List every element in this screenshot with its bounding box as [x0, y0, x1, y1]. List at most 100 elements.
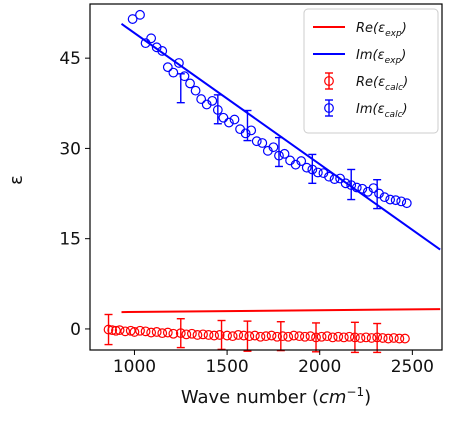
data-point	[246, 125, 257, 136]
data-point	[394, 333, 405, 344]
data-point	[257, 138, 268, 148]
data-point	[135, 325, 145, 336]
data-point	[218, 112, 229, 123]
data-point	[296, 156, 307, 166]
data-point	[372, 332, 383, 343]
legend-label: Re(εcalc)	[356, 75, 408, 93]
data-point	[251, 136, 262, 147]
y-axis-ticks: 0 15 30 45	[59, 49, 90, 340]
data-point	[272, 331, 283, 342]
data-point	[301, 162, 312, 173]
legend-label: Im(εexp)	[356, 48, 406, 66]
data-point	[185, 78, 195, 89]
data-point	[285, 155, 295, 166]
data-point	[175, 328, 186, 339]
plot-frame	[89, 3, 443, 351]
x-tick-label: 1500	[205, 357, 248, 377]
data-point	[224, 117, 234, 128]
data-layer	[103, 9, 441, 354]
data-point	[277, 331, 288, 342]
data-point	[338, 332, 349, 343]
error-bar	[312, 322, 321, 353]
data-point	[196, 94, 207, 104]
data-point	[229, 114, 240, 125]
data-point	[120, 326, 131, 337]
data-point	[316, 331, 327, 342]
series-0	[121, 308, 441, 314]
data-point	[324, 171, 334, 182]
data-point	[146, 33, 157, 44]
data-point	[214, 330, 225, 340]
data-point	[244, 331, 255, 342]
data-point	[107, 325, 118, 336]
data-point	[249, 330, 260, 341]
legend-label: Re(εexp)	[356, 21, 407, 39]
legend: Re(εexp) Im(εexp) Re(εcalc) Im(εcalc)	[303, 8, 439, 134]
y-tick-label: 0	[70, 320, 81, 340]
y-tick-label: 30	[59, 139, 81, 159]
data-point	[335, 173, 346, 184]
data-point	[288, 330, 299, 341]
x-axis-ticks: 1000 1500 2000 2500	[113, 350, 434, 377]
series-3	[127, 9, 412, 210]
data-point	[198, 329, 208, 340]
data-point	[146, 327, 157, 338]
error-bar	[308, 153, 317, 185]
legend-marker-swatch	[324, 76, 334, 86]
data-point	[340, 178, 351, 189]
data-point	[268, 142, 279, 153]
data-point	[385, 194, 396, 205]
data-point	[311, 332, 321, 343]
data-point	[350, 332, 360, 343]
data-point	[111, 325, 121, 336]
data-point	[383, 333, 394, 344]
data-point	[186, 328, 197, 339]
data-point	[129, 327, 140, 337]
legend-entry-1: Im(εexp)	[313, 48, 406, 66]
legend-box	[303, 8, 439, 134]
data-point	[212, 105, 223, 115]
data-point	[135, 9, 145, 20]
data-point	[351, 182, 362, 193]
error-bar	[347, 168, 356, 201]
data-point	[355, 333, 366, 343]
x-tick-label: 2500	[391, 357, 434, 377]
data-point	[238, 330, 249, 341]
data-point	[157, 46, 168, 56]
data-point	[390, 195, 401, 206]
data-point	[209, 330, 220, 341]
error-bar	[176, 318, 185, 349]
y-axis-label: ε	[6, 175, 27, 185]
data-point	[368, 183, 379, 194]
x-tick-label: 2000	[298, 357, 341, 377]
data-point	[190, 85, 201, 96]
data-point	[294, 331, 305, 342]
data-point	[377, 333, 388, 343]
data-point	[157, 328, 168, 339]
data-point	[344, 331, 355, 342]
error-bar	[373, 322, 382, 354]
data-point	[279, 148, 290, 159]
y-tick-label: 45	[59, 49, 81, 69]
data-point	[261, 331, 271, 342]
data-point	[333, 331, 344, 342]
data-point	[396, 196, 407, 207]
legend-entry-2: Re(εcalc)	[324, 72, 408, 93]
data-point	[140, 326, 151, 337]
error-bar	[217, 319, 226, 351]
error-bar	[274, 136, 283, 168]
data-point	[266, 330, 277, 341]
data-point	[114, 325, 125, 336]
data-point	[140, 38, 151, 49]
data-point	[283, 331, 294, 342]
data-point	[322, 331, 333, 342]
data-point	[300, 331, 310, 342]
data-point	[312, 167, 323, 178]
error-bar	[213, 94, 222, 125]
error-bar	[373, 179, 382, 210]
data-point	[227, 331, 238, 342]
data-point	[151, 327, 162, 337]
data-point	[192, 330, 203, 340]
data-point	[327, 332, 338, 343]
